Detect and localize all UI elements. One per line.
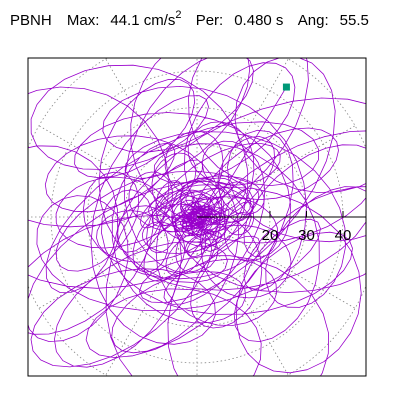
radial-tick-label: 30	[298, 227, 315, 244]
radial-axis-layer: 20 30 40	[197, 211, 366, 244]
max-label: Max:	[66, 12, 100, 29]
radial-tick-label: 20	[262, 227, 279, 244]
ang-label: Ang:	[297, 12, 329, 29]
station-code: PBNH	[10, 12, 52, 29]
max-value: 44.1 cm/s2	[110, 9, 182, 29]
per-label: Per:	[195, 12, 224, 29]
max-exponent: 2	[175, 9, 182, 21]
radial-tick-label: 40	[335, 227, 352, 244]
max-value-number: 44.1 cm/s	[110, 12, 176, 29]
motion-trace-layer	[28, 58, 366, 376]
motion-trace	[28, 58, 366, 376]
plot-frame	[27, 57, 367, 377]
per-value: 0.480 s	[234, 12, 284, 29]
peak-marker	[282, 83, 290, 91]
grid-spoke	[228, 234, 356, 309]
grid-spoke	[214, 248, 289, 376]
grid-spoke	[38, 125, 166, 200]
ang-value: 55.5	[339, 12, 369, 29]
plot-header: PBNH Max: 44.1 cm/s2 Per: 0.480 s Ang: 55.5	[10, 9, 380, 36]
